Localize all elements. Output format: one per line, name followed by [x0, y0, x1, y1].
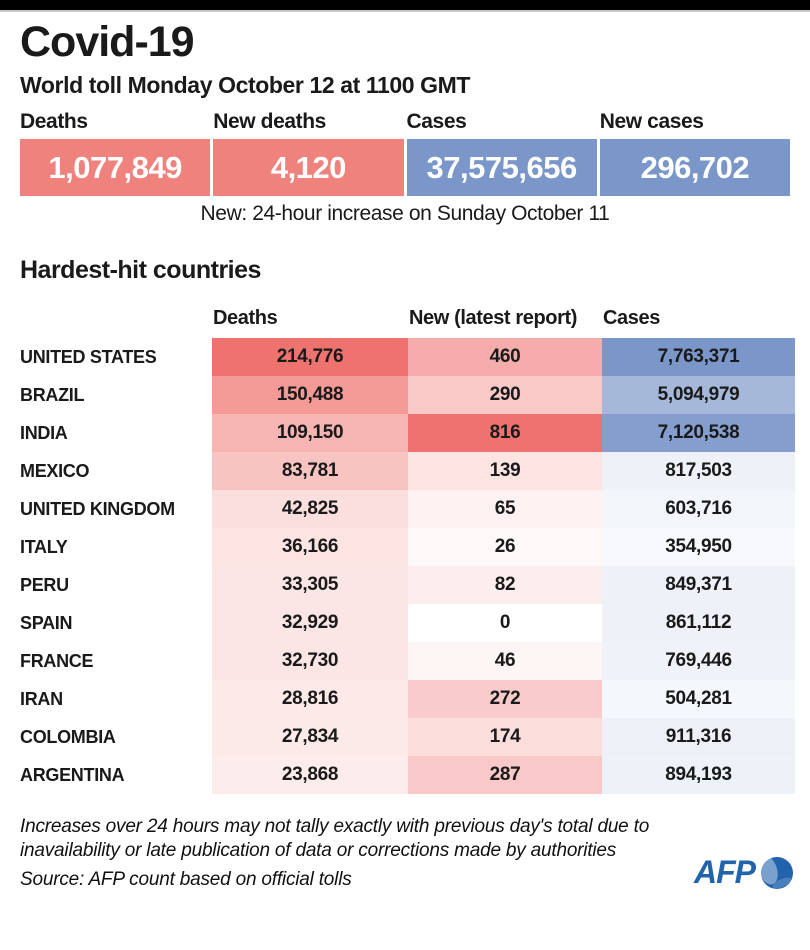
summary-label: Cases: [406, 110, 467, 133]
table-row-country: PERU: [20, 574, 69, 595]
page-subtitle: World toll Monday October 12 at 1100 GMT: [20, 72, 471, 98]
table-row-country: MEXICO: [20, 460, 90, 481]
table-cell-cases: 849,371: [602, 566, 795, 604]
table-cell-deaths: 214,776: [212, 338, 408, 376]
table-cell-deaths: 33,305: [212, 566, 408, 604]
summary-col-deaths: Deaths 1,077,849: [20, 110, 211, 196]
column-header-cases: Cases: [603, 307, 660, 329]
source-text: Source: AFP count based on official toll…: [20, 869, 352, 890]
table-cell-deaths: 23,868: [212, 756, 408, 794]
table-cell-new: 174: [408, 718, 602, 756]
table-cell-cases: 894,193: [602, 756, 795, 794]
afp-globe-icon: [761, 857, 793, 889]
table-cell-cases: 817,503: [602, 452, 795, 490]
table-cell-new: 290: [408, 376, 602, 414]
summary-value-box: 37,575,656: [406, 139, 597, 196]
table-cell-cases: 5,094,979: [602, 376, 795, 414]
table-cell-deaths: 32,929: [212, 604, 408, 642]
table-cell-new: 287: [408, 756, 602, 794]
table-cell-new: 0: [408, 604, 602, 642]
table-cell-new: 139: [408, 452, 602, 490]
table-cell-deaths: 27,834: [212, 718, 408, 756]
table-cell-new: 272: [408, 680, 602, 718]
afp-logo: AFP: [694, 853, 796, 891]
table-cell-deaths: 36,166: [212, 528, 408, 566]
table-cell-deaths: 83,781: [212, 452, 408, 490]
table-cell-new: 816: [408, 414, 602, 452]
table-row-country: INDIA: [20, 422, 68, 443]
table-cell-cases: 504,281: [602, 680, 795, 718]
top-black-bar: [0, 0, 810, 12]
summary-col-new-cases: New cases 296,702: [599, 110, 790, 196]
summary-col-new-deaths: New deaths 4,120: [213, 110, 404, 196]
table-row-country: UNITED STATES: [20, 346, 157, 367]
table-cell-deaths: 28,816: [212, 680, 408, 718]
table-row-country: COLOMBIA: [20, 726, 116, 747]
table-cell-cases: 354,950: [602, 528, 795, 566]
summary-label: New deaths: [213, 110, 326, 133]
summary-label: New cases: [599, 110, 704, 133]
summary-value-box: 1,077,849: [20, 139, 211, 196]
table-cell-deaths: 150,488: [212, 376, 408, 414]
countries-table-body: UNITED STATES 214,776 460 7,763,371 BRAZIL 15…: [20, 338, 795, 794]
countries-table-header: Deaths New (latest report) Cases: [20, 307, 795, 330]
table-cell-cases: 7,120,538: [602, 414, 795, 452]
table-row-country: SPAIN: [20, 612, 73, 633]
table-cell-new: 26: [408, 528, 602, 566]
table-cell-cases: 769,446: [602, 642, 795, 680]
footnote-text: Increases over 24 hours may not tally ex…: [20, 816, 650, 861]
table-row-country: FRANCE: [20, 650, 94, 671]
summary-value-box: 4,120: [213, 139, 404, 196]
table-row-country: IRAN: [20, 688, 63, 709]
table-row-country: UNITED KINGDOM: [20, 498, 175, 519]
table-cell-cases: 603,716: [602, 490, 795, 528]
table-cell-cases: 7,763,371: [602, 338, 795, 376]
table-cell-deaths: 109,150: [212, 414, 408, 452]
table-row-country: ARGENTINA: [20, 764, 125, 785]
column-header-new: New (latest report): [409, 307, 577, 329]
table-cell-new: 46: [408, 642, 602, 680]
table-cell-deaths: 32,730: [212, 642, 408, 680]
table-cell-cases: 911,316: [602, 718, 795, 756]
world-toll-summary: Deaths 1,077,849 New deaths 4,120 Cases …: [20, 110, 790, 196]
summary-col-cases: Cases 37,575,656: [406, 110, 597, 196]
page-title: Covid-19: [20, 18, 195, 66]
table-cell-new: 460: [408, 338, 602, 376]
table-row-country: ITALY: [20, 536, 68, 557]
column-header-deaths: Deaths: [213, 307, 278, 329]
summary-value-box: 296,702: [599, 139, 790, 196]
table-cell-deaths: 42,825: [212, 490, 408, 528]
table-cell-new: 65: [408, 490, 602, 528]
table-cell-cases: 861,112: [602, 604, 795, 642]
new-definition-note: New: 24-hour increase on Sunday October …: [200, 202, 610, 225]
column-header-spacer: [20, 307, 212, 330]
section-title-hardest-hit: Hardest-hit countries: [20, 256, 261, 284]
afp-logo-text: AFP: [694, 853, 756, 890]
table-row-country: BRAZIL: [20, 384, 85, 405]
table-cell-new: 82: [408, 566, 602, 604]
summary-label: Deaths: [20, 110, 88, 133]
